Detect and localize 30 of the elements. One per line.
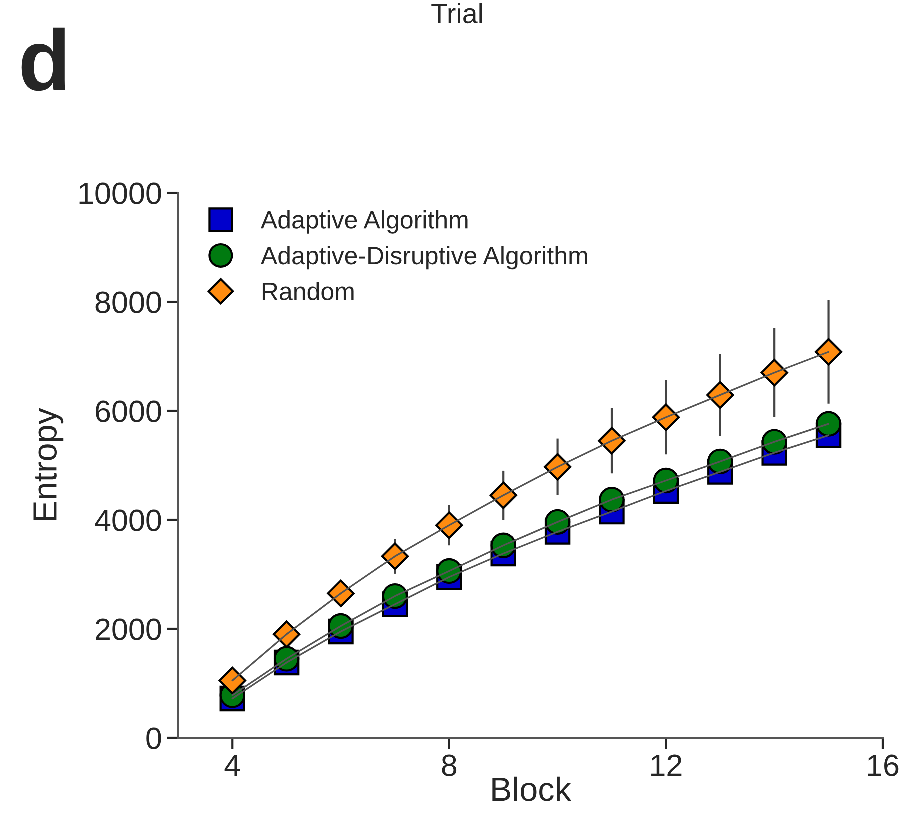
point [544, 453, 572, 481]
y-axis-title: Entropy [34, 408, 64, 520]
point [490, 482, 518, 510]
legend-label: Random [262, 282, 354, 300]
text: d [22, 28, 66, 92]
point [218, 666, 246, 695]
point [814, 338, 843, 366]
legend-label: Adaptive-Disruptive Algorithm [260, 246, 588, 270]
y-tick-label: 0 [146, 728, 162, 750]
x-tick-label: 8 [442, 754, 457, 776]
point [816, 411, 842, 437]
text: Trial [432, 3, 482, 24]
x-tick-label: 16 [868, 754, 899, 776]
point [273, 620, 301, 648]
point [598, 427, 626, 455]
legend-label: Adaptive Algorithm [260, 210, 468, 234]
point [652, 404, 680, 432]
point [760, 359, 788, 387]
point [381, 542, 410, 570]
y-tick-label: 8000 [96, 292, 162, 314]
point [327, 580, 355, 608]
x-tick-label: 12 [652, 754, 682, 776]
x-tick-label: 4 [224, 755, 240, 776]
point [436, 512, 464, 540]
point [706, 381, 734, 410]
y-tick-label: 6000 [96, 400, 162, 422]
y-tick-label: 4000 [95, 510, 162, 532]
y-tick-label: 10000 [80, 182, 162, 204]
y-tick-label: 2000 [96, 618, 162, 640]
x-axis-title: Block [492, 776, 572, 802]
